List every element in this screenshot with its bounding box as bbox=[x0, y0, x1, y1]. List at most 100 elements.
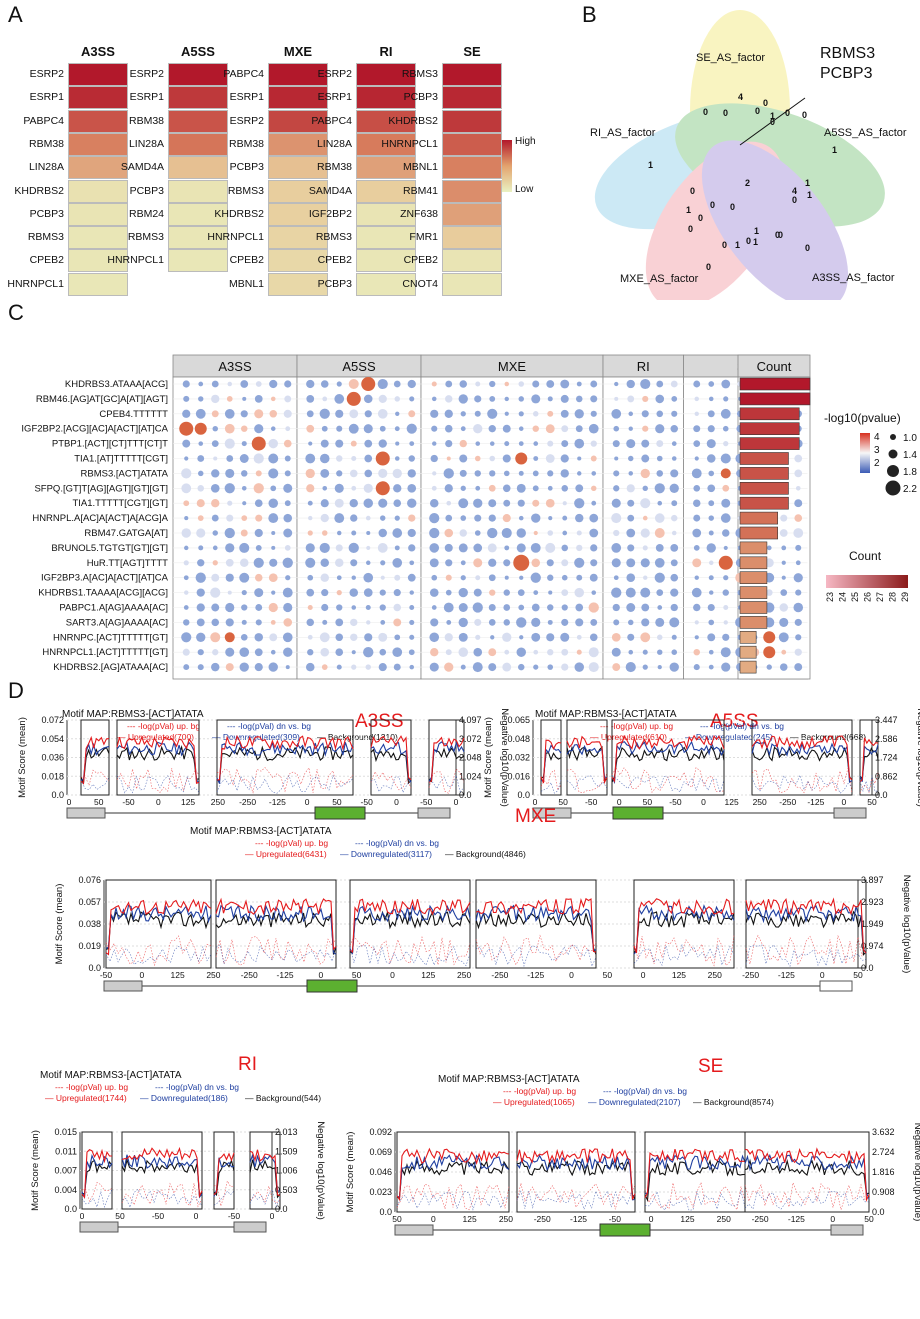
pvalue-line bbox=[644, 1189, 746, 1211]
dotplot-dot bbox=[517, 499, 525, 507]
plot-segment bbox=[540, 719, 562, 796]
dotplot-dot bbox=[224, 408, 235, 419]
dotplot-dot bbox=[408, 455, 415, 462]
dotplot-dot bbox=[487, 408, 498, 419]
dotplot-dot bbox=[269, 379, 278, 389]
motif-score-line bbox=[516, 1148, 636, 1200]
motif-score-line bbox=[744, 1158, 870, 1195]
pvalue-line bbox=[105, 935, 212, 967]
exon-box-green bbox=[314, 806, 366, 820]
count-legend-tick: 25 bbox=[850, 592, 860, 602]
dotplot-dot bbox=[694, 575, 699, 580]
dotplot-dot bbox=[518, 426, 524, 431]
count-legend-title: Count bbox=[849, 549, 882, 563]
motif-score-line bbox=[644, 1154, 746, 1195]
dotplot-dot bbox=[196, 588, 205, 597]
dotplot-dot bbox=[625, 662, 636, 673]
y-axis-title-right: Negative log10(pValue) bbox=[915, 708, 920, 807]
legend-upregulated: — Upregulated(700) bbox=[117, 732, 194, 742]
dotplot-dot bbox=[518, 663, 525, 671]
dotplot-dot bbox=[626, 573, 636, 582]
dotplot-dot bbox=[721, 662, 731, 672]
x-tick-label: -250 bbox=[742, 970, 759, 980]
dotplot-dot bbox=[350, 440, 357, 447]
y-tick-label: 0.092 bbox=[369, 1127, 392, 1137]
pvalue-line bbox=[349, 935, 471, 966]
dotplot-dot bbox=[531, 603, 540, 612]
dotplot-dot bbox=[780, 514, 788, 522]
dotplot-dot bbox=[240, 529, 248, 537]
y-tick-label: 0.0 bbox=[88, 963, 101, 973]
dotplot-dot bbox=[211, 499, 220, 508]
dotplot-dot bbox=[516, 543, 526, 553]
dotplot-dot bbox=[460, 560, 466, 566]
y-tick-label: 0.065 bbox=[507, 715, 530, 725]
venn-count: 0 bbox=[730, 202, 736, 212]
plot-segment bbox=[744, 1131, 870, 1213]
dotplot-dot bbox=[707, 603, 715, 612]
dotplot-dot bbox=[393, 603, 402, 612]
dotplot-dot bbox=[504, 545, 510, 551]
dotplot-dot bbox=[334, 513, 345, 524]
venn-se-ellipse bbox=[690, 10, 790, 210]
dotplot-dot bbox=[211, 380, 219, 388]
dotplot-dot bbox=[320, 513, 329, 523]
dotplot-dot bbox=[337, 530, 342, 536]
dotplot-dot bbox=[575, 513, 584, 523]
dotplot-dot bbox=[446, 619, 452, 625]
dotplot-dot-high bbox=[361, 377, 376, 391]
dotplot-dot bbox=[657, 500, 663, 506]
dotplot-dot bbox=[532, 470, 539, 477]
motif-score-line bbox=[516, 1154, 636, 1201]
dotplot-dot bbox=[671, 456, 677, 461]
pvalue-line bbox=[633, 935, 735, 967]
venn-callout: RBMS3 PCBP3 bbox=[820, 44, 875, 84]
exon-box-gray bbox=[103, 980, 143, 992]
dotplot-dot bbox=[611, 647, 621, 657]
dotplot-dot bbox=[545, 498, 555, 508]
y-tick-right-label: 4.097 bbox=[459, 715, 482, 725]
x-tick-label: 125 bbox=[181, 797, 195, 807]
heatmap-gene-label: KHDRBS2 bbox=[214, 207, 264, 220]
x-tick-label: 125 bbox=[672, 970, 686, 980]
dotplot-dot bbox=[642, 485, 648, 491]
dotplot-dot bbox=[321, 664, 328, 670]
dotplot-dot bbox=[350, 633, 358, 642]
legend-up-bg: --- -log(pVal) up. bg bbox=[600, 721, 673, 731]
dotplot-dot bbox=[473, 424, 483, 434]
dotplot-dot bbox=[503, 619, 510, 626]
dotplot-dot bbox=[626, 379, 635, 389]
dotplot-dot bbox=[409, 605, 415, 610]
dotplot-dot bbox=[693, 545, 700, 551]
dotplot-dot bbox=[691, 468, 702, 479]
motif-score-line bbox=[370, 742, 412, 783]
pvalue-line bbox=[516, 1190, 636, 1211]
dotplot-dot bbox=[429, 558, 439, 568]
dotplot-dot bbox=[489, 396, 496, 402]
heatmap-cell bbox=[268, 179, 328, 203]
dotplot-dot bbox=[518, 470, 524, 476]
dotplot-dot bbox=[351, 455, 357, 462]
dotplot-dot bbox=[794, 618, 802, 626]
plot-segment bbox=[566, 719, 608, 796]
dotplot-dot bbox=[460, 485, 466, 491]
dotplot-dot bbox=[366, 560, 371, 566]
dotplot-dot bbox=[395, 441, 400, 446]
dotplot-dot bbox=[182, 439, 191, 448]
motif-score-line bbox=[428, 736, 465, 783]
dotplot-dot bbox=[487, 527, 498, 539]
motif-score-line bbox=[370, 735, 412, 781]
dotplot-dot bbox=[305, 453, 316, 464]
dotplot-dot bbox=[211, 440, 219, 447]
dotplot-dot bbox=[182, 648, 190, 656]
dotplot-dot bbox=[516, 647, 526, 657]
dotplot-dot bbox=[459, 454, 468, 463]
heatmap-cell bbox=[68, 272, 128, 296]
pvalue-line bbox=[744, 1181, 870, 1211]
dotplot-dot bbox=[532, 499, 540, 507]
dotplot-dot bbox=[611, 587, 622, 598]
dotplot-dot bbox=[547, 604, 554, 611]
legend-downregulated: — Downregulated(2107) bbox=[588, 1097, 681, 1107]
y-tick-label: 0.0 bbox=[51, 790, 64, 800]
dotplot-dot bbox=[211, 469, 220, 478]
